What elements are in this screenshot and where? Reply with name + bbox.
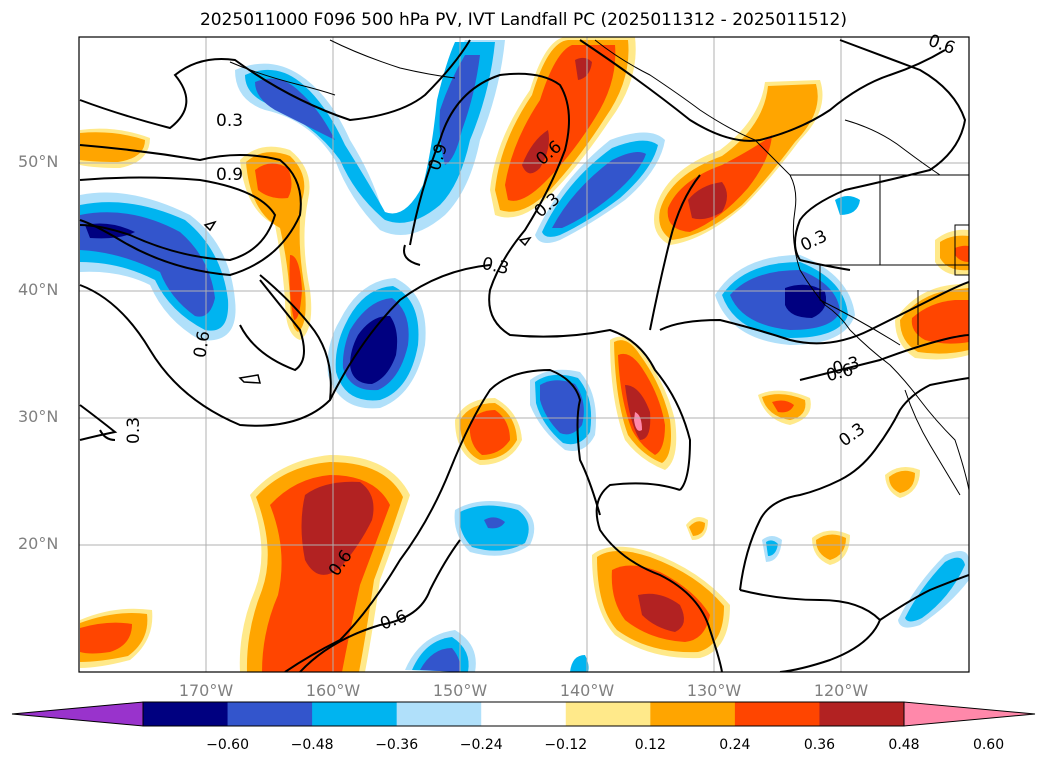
plot-frame (78, 36, 970, 673)
lon-label-160w: 160°W (305, 681, 361, 700)
colorbar-tick-label: 0.48 (888, 737, 920, 753)
colorbar-cell (227, 702, 313, 726)
contour-label: 0.9 (216, 165, 243, 185)
colorbar-tick-label: −0.36 (375, 737, 419, 753)
colorbar-tick-label: −0.60 (206, 737, 249, 753)
contour-label: 0.3 (216, 111, 243, 131)
lon-label-170w: 170°W (178, 681, 234, 700)
colorbar-tick-label: 0.36 (803, 737, 836, 753)
colorbar-tick-label: 0.12 (634, 737, 666, 753)
colorbar-cell (734, 702, 820, 726)
colorbar-cell (819, 702, 905, 726)
colorbar-cell (396, 702, 482, 726)
lon-label-130w: 130°W (686, 681, 742, 700)
colorbar (11, 701, 1036, 727)
contour-label: 0.6 (190, 329, 214, 359)
colorbar-cell (650, 702, 736, 726)
colorbar-cell (143, 702, 229, 726)
map-figure: 0.3 0.9 0.6 0.3 0.9 0.6 0.3 0.3 0.6 0.3 … (78, 31, 970, 673)
lat-label-50n: 50°N (18, 152, 59, 171)
colorbar-min-extension (12, 702, 143, 726)
graticule (79, 37, 969, 672)
contour-label: 0.3 (124, 417, 144, 444)
coastlines (203, 39, 969, 496)
colorbar-tick-label: −0.24 (459, 737, 503, 753)
colorbar-tick-label: −0.12 (544, 737, 588, 753)
lon-label-140w: 140°W (559, 681, 615, 700)
colorbar-tick-label: 0.60 (972, 737, 1005, 753)
colorbar-tick-label: 0.24 (719, 737, 751, 753)
lat-label-30n: 30°N (18, 407, 59, 426)
colorbar-tick-label: −0.48 (290, 737, 334, 753)
shading-layer (79, 37, 969, 672)
lat-label-20n: 20°N (18, 534, 59, 553)
lat-label-40n: 40°N (18, 280, 59, 299)
colorbar-cell (481, 702, 567, 726)
map-title: 2025011000 F096 500 hPa PV, IVT Landfall… (199, 10, 847, 30)
pv-contours (79, 39, 969, 672)
colorbar-cell (312, 702, 398, 726)
lon-label-150w: 150°W (432, 681, 488, 700)
colorbar-cell (565, 702, 651, 726)
lon-label-120w: 120°W (813, 681, 869, 700)
colorbar-max-extension (904, 702, 1035, 726)
